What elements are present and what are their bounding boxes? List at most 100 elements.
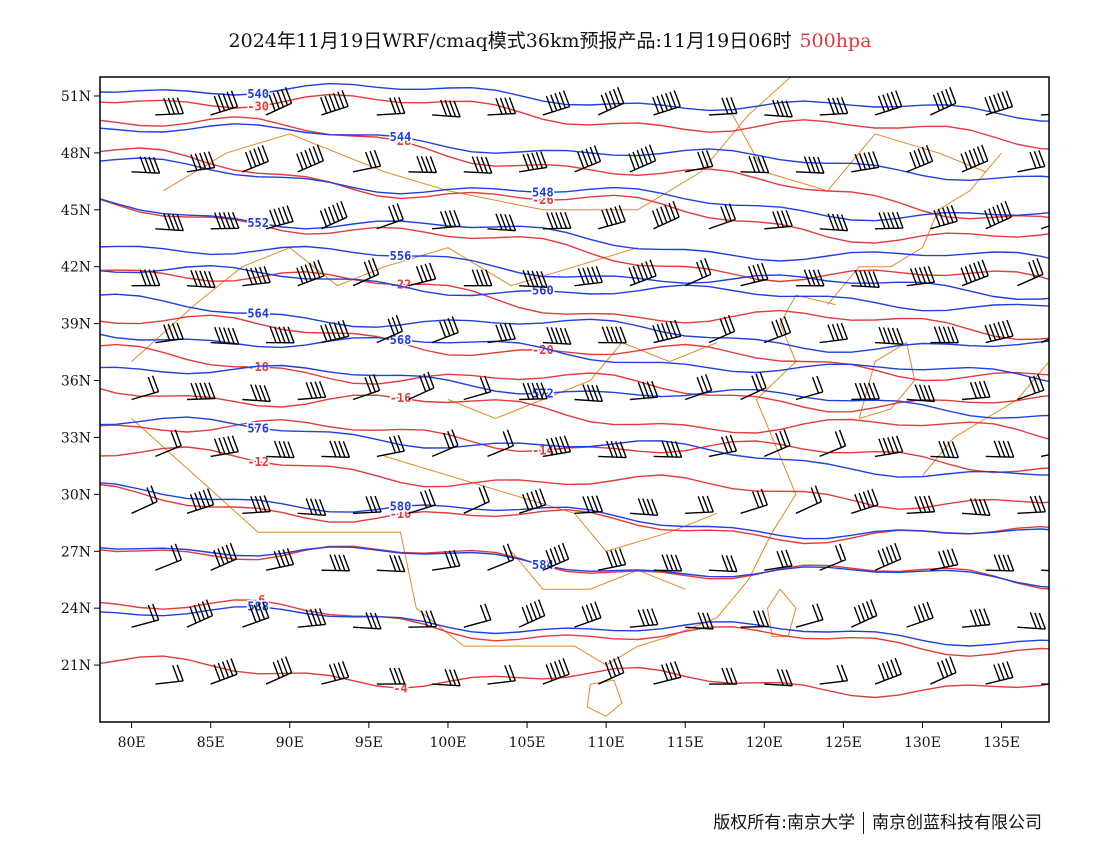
height-contour-label: 544 xyxy=(390,130,412,144)
wind-barb xyxy=(210,212,240,230)
height-contour-544 xyxy=(100,123,1049,182)
wind-barb xyxy=(984,319,1014,344)
border-line xyxy=(922,361,1049,476)
wind-barb xyxy=(574,495,604,515)
wind-barb xyxy=(685,495,714,515)
temperature-contour-minus16 xyxy=(100,387,1049,440)
wind-barb xyxy=(629,498,659,516)
border-line xyxy=(510,550,686,590)
wind-barb xyxy=(1017,150,1046,173)
height-contour-label: 556 xyxy=(390,249,412,263)
wind-barb xyxy=(906,384,936,403)
wind-barb xyxy=(487,664,516,685)
wind-barb xyxy=(155,213,184,232)
wind-barb xyxy=(652,90,681,116)
wind-barb xyxy=(353,495,382,515)
lat-tick-label: 24N xyxy=(61,601,91,617)
wind-barb xyxy=(851,382,880,401)
footer-divider xyxy=(863,812,864,834)
lon-tick-label: 130E xyxy=(904,735,941,751)
wind-barb xyxy=(463,269,493,287)
wind-barb xyxy=(930,548,959,571)
wind-barb xyxy=(320,90,349,116)
wind-barb xyxy=(874,90,903,116)
wind-barb xyxy=(186,382,216,401)
wind-barb xyxy=(186,599,214,628)
wind-barb xyxy=(874,657,902,685)
wind-barb xyxy=(574,145,602,173)
lat-tick-label: 51N xyxy=(61,89,91,105)
wind-barb xyxy=(519,151,548,173)
wind-barb xyxy=(463,375,492,401)
wind-barb xyxy=(930,87,957,116)
wind-barb xyxy=(740,155,770,174)
lon-tick-label: 95E xyxy=(355,735,383,751)
wind-barb xyxy=(265,656,293,685)
wind-barb xyxy=(518,599,546,628)
wind-barb xyxy=(210,542,238,571)
wind-barb xyxy=(155,322,184,344)
wind-barb xyxy=(764,316,792,344)
wind-barb xyxy=(708,434,738,458)
wind-barb xyxy=(487,213,517,232)
lon-tick-label: 125E xyxy=(825,735,862,751)
height-contour-540 xyxy=(100,82,1049,122)
wind-barb xyxy=(598,548,627,571)
wind-barb xyxy=(819,322,849,344)
wind-barb xyxy=(155,97,184,116)
wind-barb xyxy=(186,488,215,514)
wind-barb xyxy=(408,610,438,628)
wind-barb xyxy=(930,326,960,344)
wind-barb xyxy=(906,265,936,287)
wind-barb xyxy=(431,429,459,458)
wind-barb xyxy=(795,485,823,514)
wind-barb xyxy=(984,90,1014,116)
wind-barb xyxy=(542,211,572,230)
wind-barb xyxy=(463,603,492,628)
wind-barb xyxy=(1017,374,1045,401)
wind-barb xyxy=(1040,225,1049,230)
wind-barb xyxy=(297,498,327,516)
wind-barb xyxy=(708,203,737,230)
wind-barb xyxy=(795,156,825,174)
lon-tick-label: 85E xyxy=(197,735,225,751)
wind-barb xyxy=(297,608,327,628)
lon-tick-label: 80E xyxy=(118,735,146,751)
wind-barb xyxy=(131,603,160,628)
border-line xyxy=(586,679,623,717)
wind-barb xyxy=(265,87,293,116)
wind-barb xyxy=(764,99,793,118)
wind-barb xyxy=(320,320,350,344)
wind-barb xyxy=(874,211,904,230)
wind-barb xyxy=(598,205,626,230)
wind-barb xyxy=(685,612,714,630)
temperature-contour-label: -12 xyxy=(247,455,269,469)
height-contour-564 xyxy=(100,293,1049,353)
wind-barb xyxy=(851,270,880,289)
wind-barb xyxy=(210,90,239,116)
temperature-contour-label: -24 xyxy=(247,218,269,232)
wind-barb xyxy=(265,205,294,230)
temperature-contour-minus26 xyxy=(100,147,1049,244)
wind-barb xyxy=(186,270,216,289)
wind-barb-layer xyxy=(131,87,1049,687)
temperature-contour-minus30 xyxy=(100,93,1049,150)
temperature-contour-minus18 xyxy=(100,343,1049,413)
temperature-contour-label: -16 xyxy=(390,391,412,405)
height-contour-label: 564 xyxy=(247,306,269,320)
border-line xyxy=(131,418,575,647)
lat-tick-label: 48N xyxy=(61,146,91,162)
wind-barb xyxy=(961,380,991,401)
wind-barb xyxy=(851,151,880,173)
map-frame xyxy=(99,76,1050,723)
wind-barb xyxy=(408,262,437,287)
wind-barb xyxy=(408,488,436,514)
pressure-level: 500hpa xyxy=(799,30,872,52)
wind-barb xyxy=(985,554,1015,572)
axis-layer: 80E 85E 90E 95E 100E 105E 110E 115E 120E 125E 130E… xyxy=(61,89,1020,751)
temperature-contour-minus20 xyxy=(100,314,1049,382)
wind-barb xyxy=(1041,683,1049,685)
wind-barb xyxy=(1017,612,1046,630)
wind-barb xyxy=(353,612,382,630)
